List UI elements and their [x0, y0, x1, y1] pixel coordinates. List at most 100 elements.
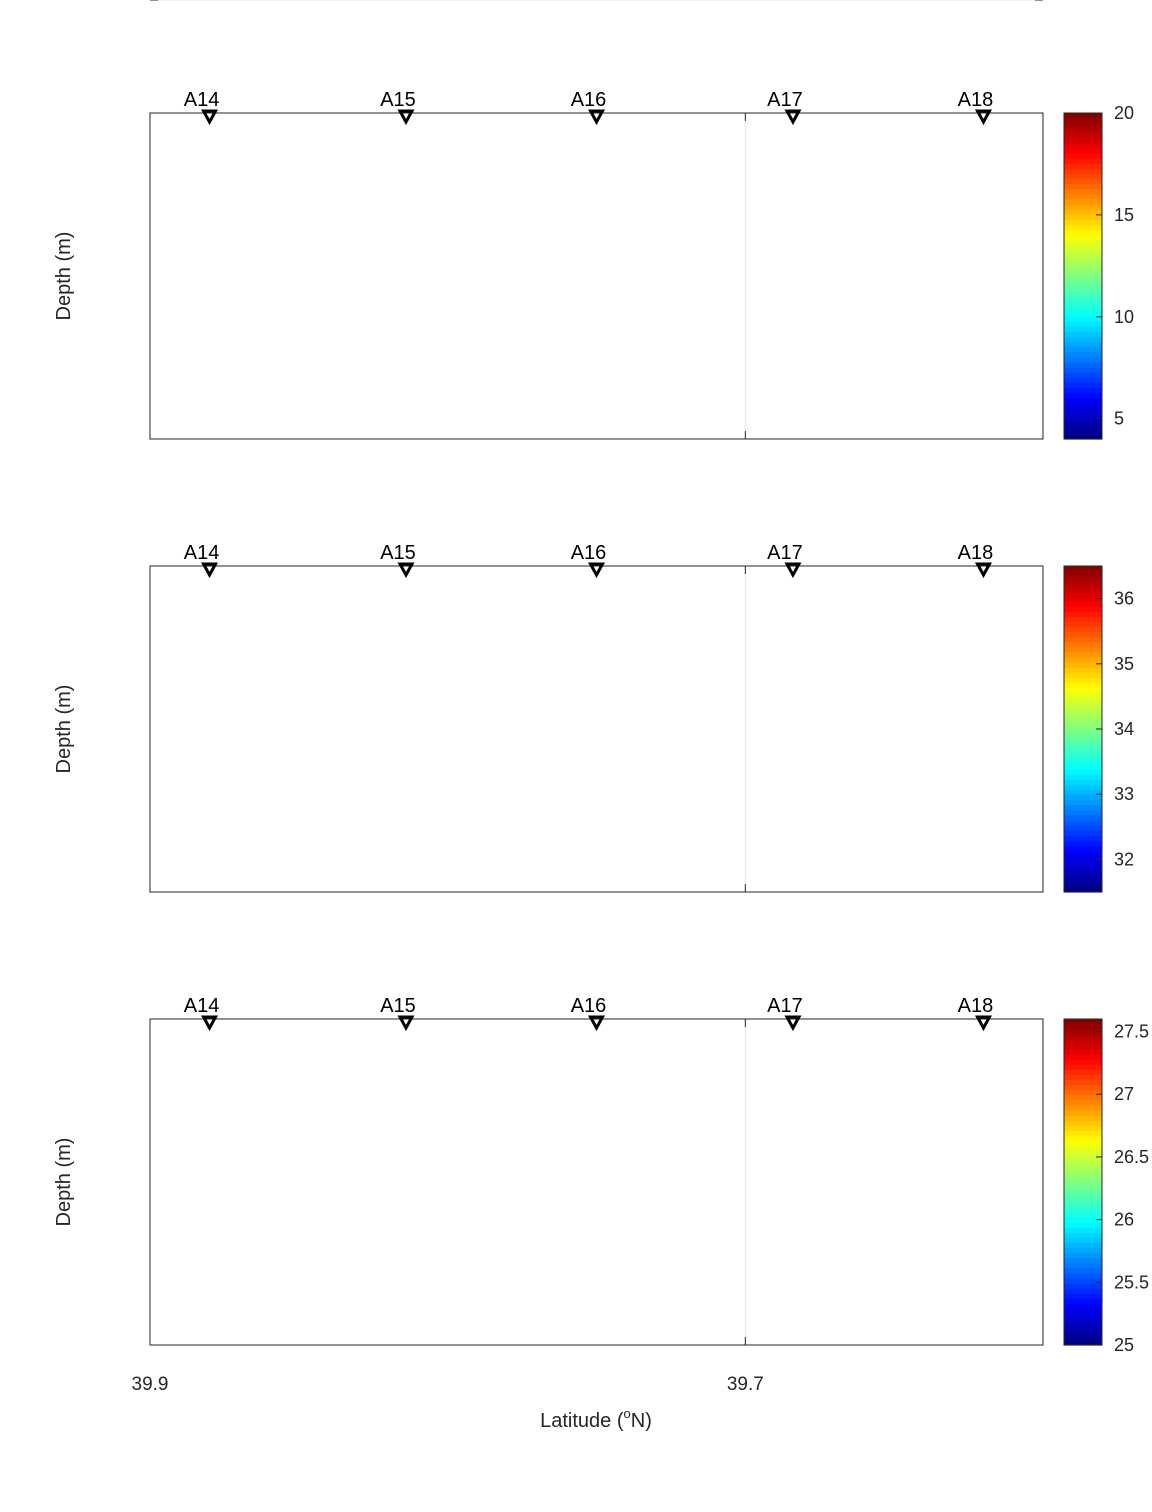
colorbar-segment	[1064, 1024, 1102, 1030]
colorbar-segment	[1064, 408, 1102, 415]
colorbar-segment	[1064, 713, 1102, 720]
colorbar-segment	[1064, 1044, 1102, 1051]
y-tick-label: -210	[102, 0, 140, 5]
colorbar-segment	[1064, 199, 1102, 206]
colorbar-segment	[1064, 1238, 1102, 1244]
colorbar-segment	[1064, 790, 1102, 796]
colorbar-segment	[1064, 881, 1102, 888]
colorbar-segment	[1064, 876, 1102, 883]
colorbar-segment	[1064, 1294, 1102, 1300]
axes-box	[149, 112, 1044, 440]
axes-background	[150, 113, 1043, 439]
colorbar-segment	[1064, 708, 1102, 715]
colorbar-segment	[1064, 179, 1102, 185]
contour-label: 35.5	[843, 0, 874, 4]
colorbar-segment	[1064, 1299, 1102, 1305]
colorbar-segment	[1064, 1283, 1102, 1290]
colorbar-segment	[1064, 764, 1102, 771]
colorbar-segment	[1064, 245, 1102, 252]
colorbar-segment	[1064, 1064, 1102, 1071]
colorbar-segment	[1064, 352, 1102, 359]
station-marker-a18	[974, 1015, 992, 1032]
contour-label: 33	[239, 0, 257, 4]
y-tick-label: -525	[102, 0, 140, 5]
contour-label: 35.5	[816, 0, 847, 4]
axes-background	[150, 1019, 1043, 1345]
colorbar-segment	[1064, 1176, 1102, 1183]
contour-label: 35.5	[801, 0, 832, 4]
colorbar-segment	[1064, 774, 1102, 781]
contour-label: 35.5	[310, 0, 341, 4]
panel-temperature: 0-105-210-315-420-525 Depth (m) A14 A15 A16 A…	[53, 0, 1134, 440]
colorbar-segment	[1064, 1197, 1102, 1203]
colorbar-segment	[1064, 1146, 1102, 1153]
y-tick-label: -315	[102, 0, 140, 5]
colorbar-segment	[1064, 1192, 1102, 1198]
colorbar-tick-label: 15	[1114, 205, 1134, 225]
colorbar-segment	[1064, 377, 1102, 384]
station-label-a15: A15	[380, 995, 416, 1017]
colorbar-segment	[1064, 214, 1102, 221]
colorbar-segment	[1064, 1136, 1102, 1142]
colorbar-segment	[1064, 260, 1102, 267]
colorbar-segment	[1064, 118, 1102, 124]
colorbar-segment	[1064, 1258, 1102, 1265]
contour-label: 35.5	[599, 0, 630, 4]
colorbar-segment	[1064, 1222, 1102, 1229]
colorbar-segment	[1064, 1095, 1102, 1102]
colorbar-segment	[1064, 606, 1102, 613]
colorbar-segment	[1064, 1263, 1102, 1270]
contour-label: 33.5	[289, 0, 320, 4]
colorbar-segment	[1064, 138, 1102, 145]
contour-label: 35.5	[700, 0, 731, 4]
station-marker-a16	[587, 1015, 606, 1032]
contour-label: 34	[323, 0, 341, 4]
colorbar-tick-label: 35	[1114, 654, 1134, 674]
colorbar-segment	[1064, 856, 1102, 863]
colorbar-segment	[1064, 1115, 1102, 1122]
colorbar-segment	[1064, 423, 1102, 430]
colorbar-segment	[1064, 306, 1102, 313]
contour-label: 35.5	[575, 0, 606, 4]
colorbar-tick-label: 5	[1114, 409, 1124, 429]
colorbar-segment	[1064, 1039, 1102, 1046]
colorbar-tick-label: 32	[1114, 849, 1134, 869]
colorbar-segment	[1064, 1080, 1102, 1086]
contour-label: 35.5	[298, 0, 329, 4]
colorbar-segment	[1064, 1054, 1102, 1061]
colorbar-segment	[1064, 367, 1102, 374]
colorbar-segment	[1064, 148, 1102, 155]
colorbar-segment	[1064, 1151, 1102, 1158]
colorbar-segment	[1064, 1232, 1102, 1239]
station-marker-a16	[587, 109, 606, 126]
y-tick-label: 0	[129, 0, 140, 5]
y-tick-label: -105	[102, 0, 140, 5]
station-marker-a16	[587, 562, 606, 579]
x-tick-label: 39.7	[727, 1374, 764, 1395]
y-tick-label: -525	[102, 0, 140, 5]
colorbar-segment	[1064, 611, 1102, 618]
colorbar-segment	[1064, 1304, 1102, 1310]
station-label-a15: A15	[380, 89, 416, 111]
colorbar-segment	[1064, 703, 1102, 710]
colorbar-segment	[1064, 1227, 1102, 1234]
colorbar-tick-label: 10	[1114, 307, 1134, 327]
colorbar-segment	[1064, 433, 1102, 440]
colorbar-segment	[1064, 428, 1102, 435]
colorbar-segment	[1064, 219, 1102, 226]
colorbar-segment	[1064, 871, 1102, 878]
colorbar-segment	[1064, 382, 1102, 389]
colorbar-segment	[1064, 637, 1102, 644]
colorbar-segment	[1064, 734, 1102, 740]
colorbar-tick-label: 33	[1114, 784, 1134, 804]
colorbar-segment	[1064, 332, 1102, 338]
y-axis-label: Depth (m)	[53, 232, 75, 321]
colorbar-segment	[1064, 1288, 1102, 1295]
y-tick-label: -105	[102, 0, 140, 5]
colorbar-segment	[1064, 1069, 1102, 1076]
y-axis-label: Depth (m)	[53, 1138, 75, 1227]
colorbar-segment	[1064, 326, 1102, 333]
station-label-a17: A17	[767, 542, 803, 564]
colorbar-segment	[1064, 1090, 1102, 1097]
colorbar-segment	[1064, 1319, 1102, 1326]
